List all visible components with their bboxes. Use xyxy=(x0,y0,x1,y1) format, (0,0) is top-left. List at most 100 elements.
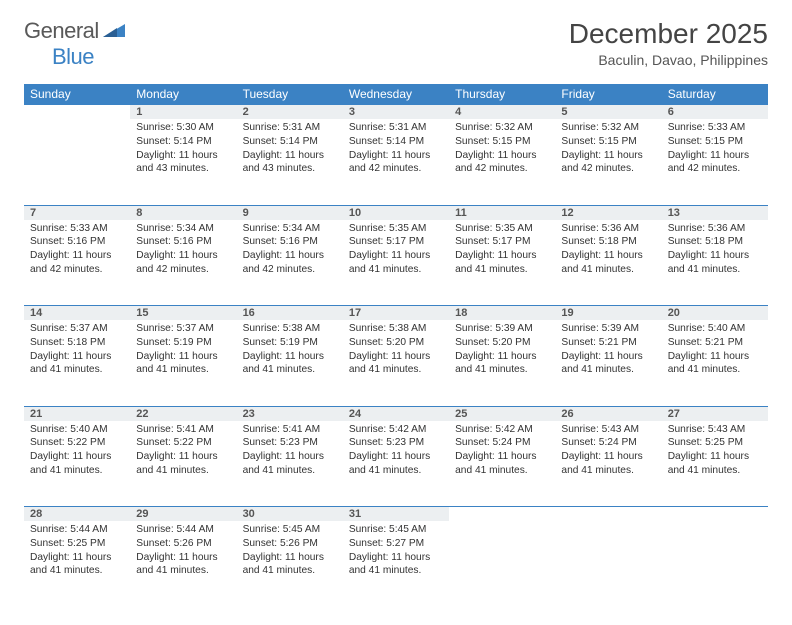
sunrise-text: Sunrise: 5:34 AM xyxy=(243,222,337,236)
day-number xyxy=(24,105,130,120)
day-cell: Sunrise: 5:38 AMSunset: 5:19 PMDaylight:… xyxy=(237,320,343,406)
sunset-text: Sunset: 5:14 PM xyxy=(243,135,337,149)
sunset-text: Sunset: 5:20 PM xyxy=(455,336,549,350)
sunset-text: Sunset: 5:17 PM xyxy=(349,235,443,249)
sunrise-text: Sunrise: 5:31 AM xyxy=(243,121,337,135)
day-cell: Sunrise: 5:45 AMSunset: 5:27 PMDaylight:… xyxy=(343,521,449,607)
sunrise-text: Sunrise: 5:39 AM xyxy=(561,322,655,336)
sunset-text: Sunset: 5:19 PM xyxy=(136,336,230,350)
day-cell: Sunrise: 5:39 AMSunset: 5:21 PMDaylight:… xyxy=(555,320,661,406)
daylight-text: Daylight: 11 hours and 41 minutes. xyxy=(349,249,443,277)
day-number-row: 28293031 xyxy=(24,507,768,522)
daylight-text: Daylight: 11 hours and 42 minutes. xyxy=(243,249,337,277)
day-number: 6 xyxy=(662,105,768,120)
day-cell: Sunrise: 5:43 AMSunset: 5:25 PMDaylight:… xyxy=(662,421,768,507)
day-number: 17 xyxy=(343,306,449,321)
day-number: 12 xyxy=(555,205,661,220)
day-detail-row: Sunrise: 5:30 AMSunset: 5:14 PMDaylight:… xyxy=(24,119,768,205)
day-number: 4 xyxy=(449,105,555,120)
sunset-text: Sunset: 5:26 PM xyxy=(243,537,337,551)
day-number: 13 xyxy=(662,205,768,220)
day-cell: Sunrise: 5:43 AMSunset: 5:24 PMDaylight:… xyxy=(555,421,661,507)
weekday-header-row: Sunday Monday Tuesday Wednesday Thursday… xyxy=(24,84,768,105)
daylight-text: Daylight: 11 hours and 41 minutes. xyxy=(349,350,443,378)
sunset-text: Sunset: 5:14 PM xyxy=(136,135,230,149)
weekday-header: Friday xyxy=(555,84,661,105)
sunrise-text: Sunrise: 5:31 AM xyxy=(349,121,443,135)
day-number: 7 xyxy=(24,205,130,220)
day-number: 18 xyxy=(449,306,555,321)
day-number: 28 xyxy=(24,507,130,522)
daylight-text: Daylight: 11 hours and 42 minutes. xyxy=(349,149,443,177)
day-cell: Sunrise: 5:45 AMSunset: 5:26 PMDaylight:… xyxy=(237,521,343,607)
day-cell: Sunrise: 5:32 AMSunset: 5:15 PMDaylight:… xyxy=(449,119,555,205)
daylight-text: Daylight: 11 hours and 41 minutes. xyxy=(30,350,124,378)
day-number: 16 xyxy=(237,306,343,321)
day-cell xyxy=(24,119,130,205)
sunset-text: Sunset: 5:15 PM xyxy=(561,135,655,149)
daylight-text: Daylight: 11 hours and 41 minutes. xyxy=(668,350,762,378)
day-number: 10 xyxy=(343,205,449,220)
daylight-text: Daylight: 11 hours and 41 minutes. xyxy=(455,249,549,277)
day-detail-row: Sunrise: 5:37 AMSunset: 5:18 PMDaylight:… xyxy=(24,320,768,406)
day-number xyxy=(662,507,768,522)
location-label: Baculin, Davao, Philippines xyxy=(569,52,768,68)
sunset-text: Sunset: 5:18 PM xyxy=(30,336,124,350)
weekday-header: Thursday xyxy=(449,84,555,105)
day-cell: Sunrise: 5:37 AMSunset: 5:18 PMDaylight:… xyxy=(24,320,130,406)
day-cell: Sunrise: 5:39 AMSunset: 5:20 PMDaylight:… xyxy=(449,320,555,406)
sunset-text: Sunset: 5:14 PM xyxy=(349,135,443,149)
daylight-text: Daylight: 11 hours and 41 minutes. xyxy=(30,551,124,579)
daylight-text: Daylight: 11 hours and 41 minutes. xyxy=(455,350,549,378)
sunset-text: Sunset: 5:25 PM xyxy=(668,436,762,450)
sunrise-text: Sunrise: 5:35 AM xyxy=(349,222,443,236)
sunrise-text: Sunrise: 5:40 AM xyxy=(668,322,762,336)
sunset-text: Sunset: 5:27 PM xyxy=(349,537,443,551)
daylight-text: Daylight: 11 hours and 41 minutes. xyxy=(668,450,762,478)
sunrise-text: Sunrise: 5:33 AM xyxy=(668,121,762,135)
sunrise-text: Sunrise: 5:42 AM xyxy=(349,423,443,437)
daylight-text: Daylight: 11 hours and 43 minutes. xyxy=(243,149,337,177)
sunrise-text: Sunrise: 5:41 AM xyxy=(243,423,337,437)
sunrise-text: Sunrise: 5:43 AM xyxy=(668,423,762,437)
sunset-text: Sunset: 5:17 PM xyxy=(455,235,549,249)
day-detail-row: Sunrise: 5:44 AMSunset: 5:25 PMDaylight:… xyxy=(24,521,768,607)
daylight-text: Daylight: 11 hours and 42 minutes. xyxy=(455,149,549,177)
day-cell xyxy=(662,521,768,607)
brand-logo: General xyxy=(24,18,127,44)
day-cell: Sunrise: 5:33 AMSunset: 5:16 PMDaylight:… xyxy=(24,220,130,306)
daylight-text: Daylight: 11 hours and 42 minutes. xyxy=(668,149,762,177)
sunrise-text: Sunrise: 5:34 AM xyxy=(136,222,230,236)
day-number: 8 xyxy=(130,205,236,220)
sunset-text: Sunset: 5:16 PM xyxy=(243,235,337,249)
sunrise-text: Sunrise: 5:37 AM xyxy=(30,322,124,336)
sunset-text: Sunset: 5:22 PM xyxy=(30,436,124,450)
sunrise-text: Sunrise: 5:43 AM xyxy=(561,423,655,437)
day-cell: Sunrise: 5:34 AMSunset: 5:16 PMDaylight:… xyxy=(237,220,343,306)
day-cell: Sunrise: 5:42 AMSunset: 5:24 PMDaylight:… xyxy=(449,421,555,507)
day-detail-row: Sunrise: 5:33 AMSunset: 5:16 PMDaylight:… xyxy=(24,220,768,306)
day-cell: Sunrise: 5:38 AMSunset: 5:20 PMDaylight:… xyxy=(343,320,449,406)
day-cell: Sunrise: 5:40 AMSunset: 5:22 PMDaylight:… xyxy=(24,421,130,507)
sunrise-text: Sunrise: 5:41 AM xyxy=(136,423,230,437)
daylight-text: Daylight: 11 hours and 41 minutes. xyxy=(561,249,655,277)
sunset-text: Sunset: 5:24 PM xyxy=(561,436,655,450)
day-cell: Sunrise: 5:36 AMSunset: 5:18 PMDaylight:… xyxy=(555,220,661,306)
day-cell: Sunrise: 5:30 AMSunset: 5:14 PMDaylight:… xyxy=(130,119,236,205)
calendar-table: Sunday Monday Tuesday Wednesday Thursday… xyxy=(24,84,768,607)
daylight-text: Daylight: 11 hours and 41 minutes. xyxy=(455,450,549,478)
day-number: 24 xyxy=(343,406,449,421)
day-number: 23 xyxy=(237,406,343,421)
sunset-text: Sunset: 5:16 PM xyxy=(136,235,230,249)
calendar-page: General December 2025 Baculin, Davao, Ph… xyxy=(0,0,792,625)
day-cell: Sunrise: 5:31 AMSunset: 5:14 PMDaylight:… xyxy=(343,119,449,205)
sunrise-text: Sunrise: 5:45 AM xyxy=(243,523,337,537)
day-cell: Sunrise: 5:41 AMSunset: 5:23 PMDaylight:… xyxy=(237,421,343,507)
sunrise-text: Sunrise: 5:32 AM xyxy=(455,121,549,135)
sunset-text: Sunset: 5:19 PM xyxy=(243,336,337,350)
daylight-text: Daylight: 11 hours and 42 minutes. xyxy=(561,149,655,177)
day-cell: Sunrise: 5:34 AMSunset: 5:16 PMDaylight:… xyxy=(130,220,236,306)
day-cell: Sunrise: 5:41 AMSunset: 5:22 PMDaylight:… xyxy=(130,421,236,507)
sunrise-text: Sunrise: 5:44 AM xyxy=(136,523,230,537)
sunset-text: Sunset: 5:21 PM xyxy=(668,336,762,350)
